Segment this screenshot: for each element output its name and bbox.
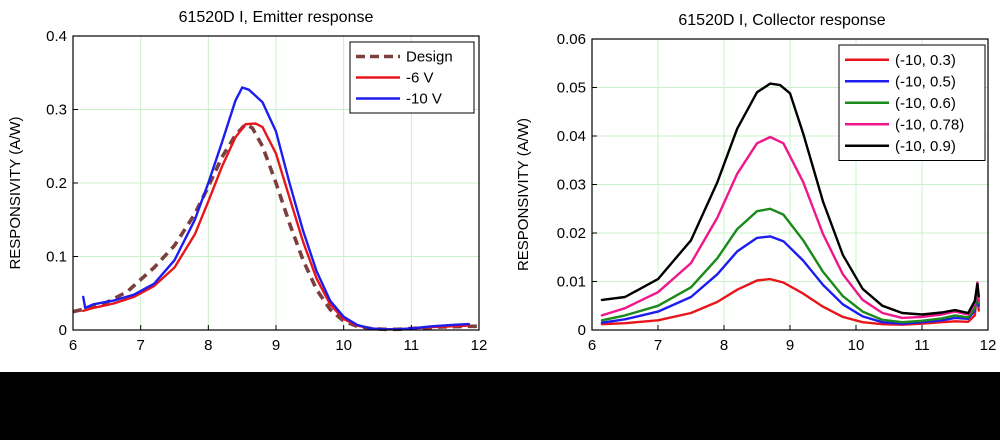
series-line-10-0-5 xyxy=(600,235,980,325)
y-tick-label: 0.3 xyxy=(46,102,67,119)
x-tick-label: 10 xyxy=(335,337,352,354)
y-tick-label: 0.06 xyxy=(557,31,586,48)
collector-response-chart: 6 7 8 9 10 11 12 0 0.01 0.02 0.03 0.04 0.05 0.06 61520… xyxy=(515,12,996,354)
y-tick-label: 0.1 xyxy=(46,249,67,266)
legend-label: -6 V xyxy=(406,70,434,87)
y-tick-label: 0 xyxy=(59,322,67,339)
x-tick-label: 12 xyxy=(980,337,997,354)
chart-title: 61520D I, Collector response xyxy=(678,12,885,29)
black-band xyxy=(0,372,1000,440)
y-tick-label: 0.4 xyxy=(46,28,67,45)
series-line-10-0-78 xyxy=(600,135,980,320)
x-tick-label: 8 xyxy=(720,337,728,354)
y-tick-label: 0 xyxy=(578,322,586,339)
y-tick-label: 0.02 xyxy=(557,225,586,242)
x-tick-label: 7 xyxy=(654,337,662,354)
x-tick-label: 7 xyxy=(136,337,144,354)
x-tick-label: 11 xyxy=(404,337,420,354)
x-tick-label: 11 xyxy=(914,337,930,354)
legend-label: -10 V xyxy=(406,91,442,108)
y-tick-label: 0.2 xyxy=(46,175,67,192)
y-axis-label: RESPONSIVITY (A/W) xyxy=(7,116,24,269)
x-tick-label: 12 xyxy=(471,337,488,354)
legend-label: (-10, 0.6) xyxy=(895,95,956,112)
series-line-10-v xyxy=(81,86,470,331)
x-tick-label: 8 xyxy=(204,337,212,354)
chart-title: 61520D I, Emitter response xyxy=(179,9,374,26)
series-line-10-0-9 xyxy=(600,82,980,316)
x-tick-label: 9 xyxy=(786,337,794,354)
y-tick-label: 0.03 xyxy=(557,177,586,194)
y-tick-label: 0.05 xyxy=(557,80,586,97)
legend-label: (-10, 0.5) xyxy=(895,73,956,90)
y-tick-label: 0.04 xyxy=(557,128,586,145)
x-tick-label: 10 xyxy=(848,337,865,354)
legend-label: (-10, 0.3) xyxy=(895,52,956,69)
series-line-10-0-3 xyxy=(600,277,980,326)
x-tick-label: 6 xyxy=(69,337,77,354)
y-axis-label: RESPONSIVITY (A/W) xyxy=(515,118,532,271)
series-line-10-0-6 xyxy=(600,207,980,324)
legend-label: Design xyxy=(406,49,453,66)
legend-label: (-10, 0.9) xyxy=(895,138,956,155)
x-tick-label: 6 xyxy=(588,337,596,354)
emitter-response-chart: 6 7 8 9 10 11 12 0 0.1 0.2 0.3 0.4 61520D I, Emitter… xyxy=(7,9,487,354)
x-tick-label: 9 xyxy=(272,337,280,354)
legend-label: (-10, 0.78) xyxy=(895,116,964,133)
y-tick-label: 0.01 xyxy=(557,274,586,291)
